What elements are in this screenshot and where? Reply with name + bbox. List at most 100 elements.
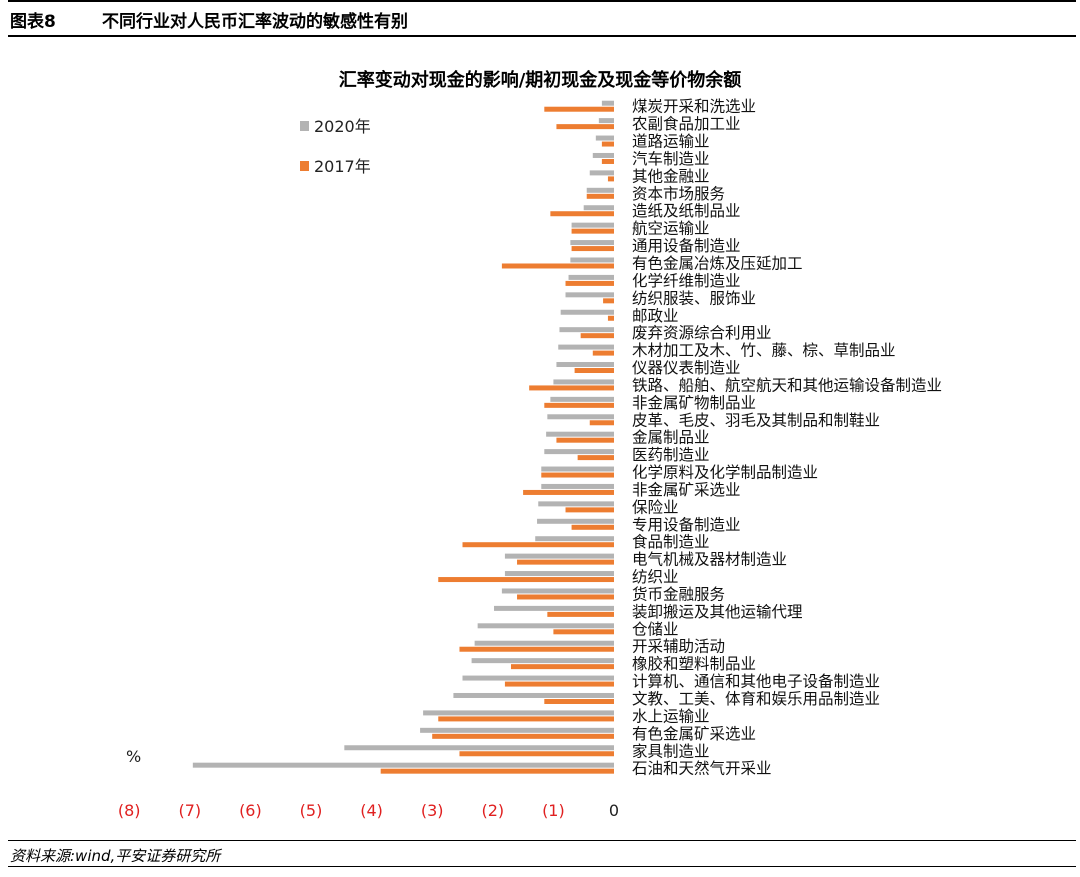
bar-2017-17: [544, 402, 614, 408]
category-label: 仪器仪表制造业: [632, 359, 741, 377]
bar-2020-21: [541, 466, 614, 472]
category-label: 化学原料及化学制品制造业: [632, 464, 818, 482]
footer-rule-bottom: [8, 866, 1076, 867]
bar-2020-6: [583, 205, 614, 211]
unit-label: %: [126, 747, 141, 766]
x-tick-label: (5): [300, 801, 323, 820]
x-tick-label: (1): [542, 801, 565, 820]
bar-2020-25: [535, 536, 614, 542]
bar-2017-8: [571, 246, 614, 252]
category-label: 化学纤维制造业: [632, 272, 741, 290]
bar-2020-36: [420, 727, 614, 733]
x-tick-label: (6): [239, 801, 262, 820]
bar-2020-20: [544, 449, 614, 455]
bar-2020-0: [601, 100, 614, 106]
chart-title: 汇率变动对现金的影响/期初现金及现金等价物余额: [338, 70, 742, 91]
legend-label: 2017年: [314, 157, 371, 176]
bar-2020-24: [537, 518, 614, 524]
category-label: 食品制造业: [632, 533, 710, 551]
category-label: 纺织服装、服饰业: [632, 289, 756, 307]
bar-2020-12: [560, 309, 614, 315]
bar-2017-4: [607, 176, 614, 182]
bar-2020-38: [192, 762, 614, 768]
bar-2020-33: [462, 675, 614, 681]
category-label: 计算机、通信和其他电子设备制造业: [632, 672, 880, 691]
bar-2020-17: [550, 396, 614, 402]
bar-2017-29: [547, 611, 614, 617]
bar-2020-3: [592, 152, 614, 158]
category-label: 橡胶和塑料制品业: [632, 655, 756, 673]
bar-2017-1: [556, 124, 614, 130]
bar-2017-7: [571, 228, 614, 234]
x-tick-labels: (8) (7) (6) (5) (4) (3) (2) (1) 0: [118, 801, 619, 820]
category-label: 造纸及纸制品业: [632, 202, 741, 220]
x-tick-label: (3): [421, 801, 444, 820]
category-label: 纺织业: [632, 568, 679, 586]
bar-2020-35: [423, 710, 614, 716]
category-label: 废弃资源综合利用业: [632, 324, 772, 342]
legend-swatch: [300, 161, 309, 171]
bar-2017-34: [544, 698, 614, 704]
bar-2017-30: [553, 629, 614, 635]
category-label: 邮政业: [632, 307, 679, 325]
bar-2017-15: [574, 368, 614, 374]
bar-2017-32: [510, 664, 614, 670]
bar-2017-6: [550, 211, 614, 217]
bar-2017-28: [517, 594, 614, 600]
bar-2017-9: [501, 263, 614, 269]
category-label: 铁路、船舶、航空航天和其他运输设备制造业: [632, 376, 942, 394]
bar-2017-33: [504, 681, 614, 687]
bar-2020-9: [570, 257, 614, 263]
bar-2017-12: [607, 315, 614, 321]
category-label: 电气机械及器材制造业: [632, 551, 787, 569]
bar-2017-23: [565, 507, 614, 513]
category-label: 皮革、毛皮、羽毛及其制品和制鞋业: [632, 411, 880, 429]
category-label: 农副食品加工业: [632, 115, 741, 133]
bar-2020-19: [546, 431, 614, 437]
figure-title: 不同行业对人民币汇率波动的敏感性有别: [102, 12, 408, 32]
bar-2020-26: [504, 553, 614, 559]
x-tick-label: (7): [178, 801, 201, 820]
figure-label: 图表8: [10, 12, 56, 32]
bar-2017-16: [529, 385, 614, 391]
footer-rule-top: [8, 840, 1076, 841]
bar-2017-5: [586, 193, 614, 199]
bar-2020-11: [565, 292, 614, 298]
legend-swatch: [300, 121, 309, 131]
bar-2020-15: [556, 362, 614, 368]
bar-2017-24: [571, 524, 614, 530]
category-label: 医药制造业: [632, 446, 710, 464]
bar-2017-13: [580, 333, 614, 339]
category-label: 道路运输业: [632, 133, 710, 151]
category-label: 木材加工及木、竹、藤、棕、草制品业: [632, 342, 896, 360]
bar-2017-37: [459, 751, 614, 757]
bar-2017-18: [589, 420, 614, 426]
category-label: 有色金属冶炼及压延加工: [632, 254, 803, 272]
bar-2017-31: [459, 646, 614, 652]
legend: 2020年 2017年: [300, 117, 371, 176]
category-label: 石油和天然气开采业: [632, 760, 772, 778]
category-label: 水上运输业: [632, 707, 710, 725]
category-label: 货币金融服务: [632, 585, 725, 603]
bar-2017-0: [544, 106, 614, 112]
bar-2017-35: [438, 716, 614, 722]
bar-2020-8: [570, 240, 614, 246]
bar-2017-3: [601, 158, 614, 164]
bar-2020-34: [453, 692, 614, 698]
category-label: 资本市场服务: [632, 185, 725, 203]
legend-label: 2020年: [314, 117, 371, 136]
x-tick-label: (2): [481, 801, 504, 820]
category-label: 装卸搬运及其他运输代理: [632, 603, 803, 621]
bars-group: [192, 100, 614, 774]
category-label: 金属制品业: [632, 429, 710, 447]
bar-2020-29: [494, 605, 614, 611]
x-tick-label: (4): [360, 801, 383, 820]
category-label: 专用设备制造业: [632, 516, 741, 534]
category-label: 煤炭开采和洗选业: [632, 98, 756, 116]
category-label: 非金属矿物制品业: [632, 394, 756, 412]
category-labels: 煤炭开采和洗选业农副食品加工业道路运输业汽车制造业其他金融业资本市场服务造纸及纸…: [632, 98, 942, 778]
bar-2017-2: [601, 141, 614, 147]
bar-2020-31: [474, 640, 614, 646]
figure-header: 图表8 不同行业对人民币汇率波动的敏感性有别: [8, 2, 1076, 37]
